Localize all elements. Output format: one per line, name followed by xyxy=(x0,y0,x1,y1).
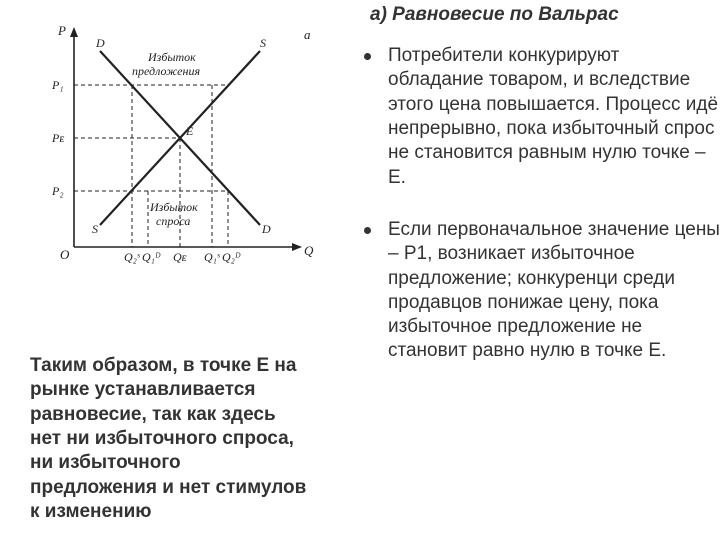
p1-label: P₁ xyxy=(51,78,64,92)
top-caption-2: предложения xyxy=(132,64,200,78)
list-item: Потребители конкурируют обладание товаро… xyxy=(370,44,720,190)
bottom-caption-2: спроса xyxy=(156,214,190,228)
summary-text: Таким образом, в точке Е на рынке устана… xyxy=(30,354,330,524)
top-caption-1: Избыток xyxy=(147,50,196,64)
p2-label: P₂ xyxy=(51,184,64,198)
bottom-caption-1: Избыток xyxy=(149,200,198,214)
q-tick-3: Q₁ˢ xyxy=(204,250,220,264)
q-tick-2: Qᴇ xyxy=(173,250,187,264)
equilibrium-chart: P Q O а D D S xyxy=(30,20,320,280)
y-axis-label: P xyxy=(57,23,66,38)
equilibrium-label: E xyxy=(185,124,194,138)
page-title: а) Равновесие по Вальрас xyxy=(370,4,720,26)
supply-label-top: S xyxy=(260,36,266,50)
origin-label: O xyxy=(60,247,70,262)
q-tick-1: Q₁ᴰ xyxy=(142,250,161,264)
bullet-list: Потребители конкурируют обладание товаро… xyxy=(340,44,720,364)
supply-label-bottom: S xyxy=(92,222,98,236)
x-axis-label: Q xyxy=(304,243,314,258)
q-tick-4: Q₂ᴰ xyxy=(222,250,241,264)
demand-label-bottom: D xyxy=(261,222,271,236)
pe-label: Pᴇ xyxy=(51,131,64,145)
corner-label: а xyxy=(304,27,311,42)
q-tick-0: Q₂ˢ xyxy=(124,250,140,264)
demand-label-top: D xyxy=(95,36,105,50)
list-item: Если первоначальное значение цены – Р1, … xyxy=(370,218,720,364)
